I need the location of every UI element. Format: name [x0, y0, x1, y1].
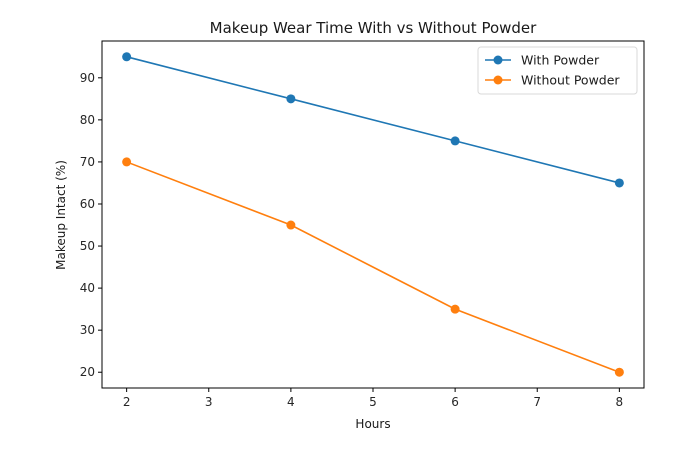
legend-marker-icon [493, 55, 503, 65]
legend-label: Without Powder [521, 73, 620, 88]
x-axis-label: Hours [355, 417, 390, 431]
x-tick-label: 3 [205, 395, 213, 409]
x-tick-label: 4 [287, 395, 295, 409]
data-point-marker [122, 52, 132, 62]
series-with-powder [122, 52, 624, 188]
data-point-marker [450, 136, 460, 146]
x-tick-label: 8 [616, 395, 624, 409]
x-tick-label: 7 [533, 395, 541, 409]
y-tick-label: 60 [80, 197, 95, 211]
y-axis: 20 30 40 50 60 70 80 90 [80, 71, 102, 379]
series-line [126, 55, 620, 184]
y-tick-label: 20 [80, 365, 95, 379]
x-tick-label: 6 [451, 395, 459, 409]
y-tick-label: 80 [80, 113, 95, 127]
x-axis: 2 3 4 5 6 7 8 [123, 388, 623, 409]
data-point-marker [450, 304, 460, 314]
chart-title: Makeup Wear Time With vs Without Powder [210, 19, 537, 37]
y-tick-label: 90 [80, 71, 95, 85]
x-tick-label: 5 [369, 395, 377, 409]
data-point-marker [286, 94, 296, 104]
data-point-marker [122, 157, 132, 167]
legend-marker-icon [493, 75, 503, 85]
y-tick-label: 30 [80, 323, 95, 337]
x-tick-label: 2 [123, 395, 131, 409]
series-line [126, 161, 620, 373]
legend-label: With Powder [521, 53, 600, 68]
legend-item: Without Powder [485, 73, 620, 88]
data-point-marker [614, 178, 624, 188]
data-point-marker [286, 220, 296, 230]
data-point-marker [614, 367, 624, 377]
legend: With Powder Without Powder [477, 46, 638, 95]
plot-area [101, 40, 645, 389]
y-axis-label: Makeup Intact (%) [54, 160, 68, 270]
legend-item: With Powder [485, 53, 600, 68]
y-tick-label: 50 [80, 239, 95, 253]
legend-box [477, 46, 638, 95]
y-tick-label: 40 [80, 281, 95, 295]
y-tick-label: 70 [80, 155, 95, 169]
series-layer [122, 52, 624, 377]
plot-frame [101, 40, 645, 389]
series-without-powder [122, 157, 624, 377]
